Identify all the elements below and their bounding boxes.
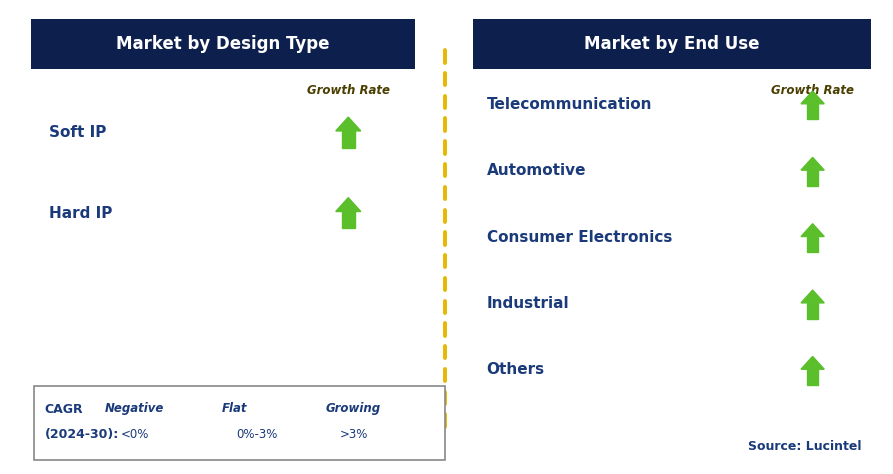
Polygon shape: [807, 303, 818, 319]
Text: Growth Rate: Growth Rate: [772, 83, 854, 97]
Text: (2024-30):: (2024-30):: [45, 428, 119, 441]
Text: Others: Others: [487, 362, 545, 377]
Text: <0%: <0%: [121, 428, 149, 441]
Text: Flat: Flat: [222, 402, 247, 415]
FancyBboxPatch shape: [473, 19, 871, 69]
Text: Growing: Growing: [326, 402, 381, 415]
Text: Market by Design Type: Market by Design Type: [116, 35, 330, 53]
Text: >3%: >3%: [339, 428, 368, 441]
Polygon shape: [801, 91, 824, 104]
Text: Negative: Negative: [105, 402, 164, 415]
Polygon shape: [342, 211, 355, 228]
Text: Consumer Electronics: Consumer Electronics: [487, 229, 672, 245]
Text: Hard IP: Hard IP: [49, 206, 113, 221]
Polygon shape: [336, 117, 361, 131]
Polygon shape: [801, 290, 824, 303]
Text: Telecommunication: Telecommunication: [487, 97, 652, 112]
Text: Growth Rate: Growth Rate: [307, 83, 389, 97]
Polygon shape: [807, 104, 818, 119]
Polygon shape: [412, 407, 433, 422]
Polygon shape: [801, 224, 824, 237]
Text: 0%-3%: 0%-3%: [237, 428, 278, 441]
Polygon shape: [801, 157, 824, 170]
Text: Source: Lucintel: Source: Lucintel: [748, 440, 862, 453]
Polygon shape: [807, 170, 818, 186]
Polygon shape: [188, 425, 210, 445]
Polygon shape: [336, 198, 361, 211]
Polygon shape: [305, 409, 335, 437]
Text: Market by End Use: Market by End Use: [584, 35, 760, 53]
FancyBboxPatch shape: [34, 386, 445, 460]
Text: Automotive: Automotive: [487, 163, 586, 178]
Polygon shape: [342, 131, 355, 148]
Polygon shape: [277, 417, 305, 429]
Polygon shape: [807, 237, 818, 252]
Text: Industrial: Industrial: [487, 296, 570, 311]
Polygon shape: [801, 356, 824, 369]
Polygon shape: [194, 402, 204, 425]
Polygon shape: [807, 369, 818, 385]
Polygon shape: [417, 422, 428, 442]
FancyBboxPatch shape: [31, 19, 415, 69]
Text: CAGR: CAGR: [45, 403, 83, 416]
Text: Soft IP: Soft IP: [49, 125, 106, 140]
